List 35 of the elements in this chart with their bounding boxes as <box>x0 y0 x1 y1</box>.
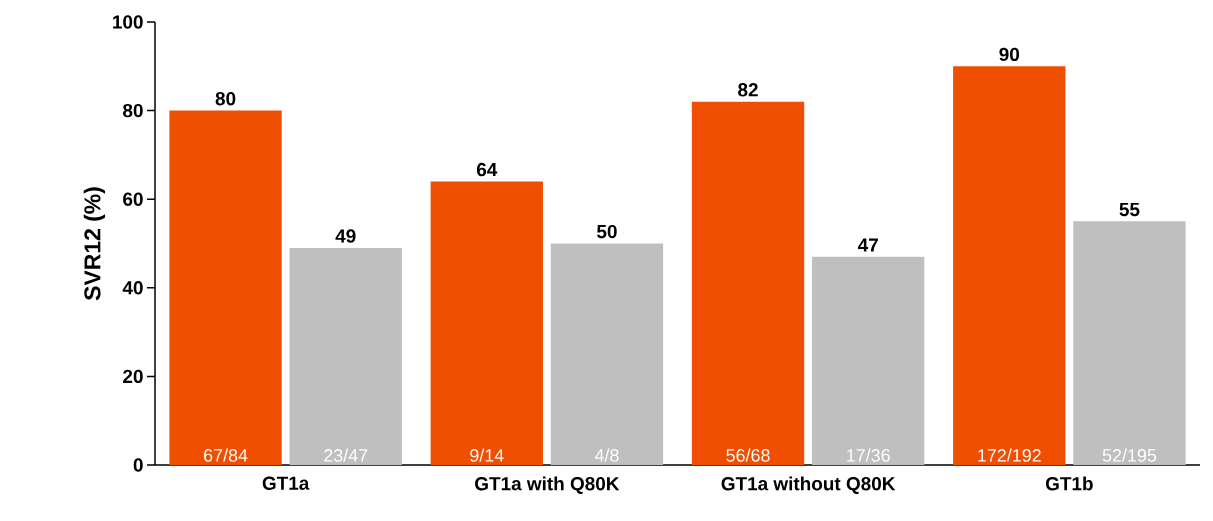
x-tick-label: GT1b <box>1045 476 1093 491</box>
data-label: 80 <box>215 91 236 106</box>
y-tick-label: 40 <box>122 281 143 295</box>
data-label: 55 <box>1119 202 1140 217</box>
annotation: 17/36 <box>847 448 890 462</box>
y-axis-title: SVR12 (%) <box>83 187 106 301</box>
y-tick-label: 80 <box>123 103 143 118</box>
bar <box>691 101 805 465</box>
data-label: 82 <box>738 83 758 97</box>
y-tick-label: 60 <box>123 192 143 206</box>
annotation: 52/195 <box>1102 448 1157 462</box>
x-tick-label: GT1a with Q80K <box>475 476 620 494</box>
bar <box>289 247 402 465</box>
bar <box>953 66 1066 465</box>
y-tick-label: 0 <box>133 458 143 472</box>
annotation: 56/68 <box>726 448 770 462</box>
data-label: 49 <box>335 229 356 243</box>
x-tick-label: GT1a without Q80K <box>721 476 896 494</box>
data-label: 90 <box>999 47 1020 62</box>
bar <box>1073 221 1186 465</box>
annotation: 23/47 <box>324 448 368 462</box>
y-tick-label: 100 <box>113 15 143 29</box>
bar <box>550 243 664 465</box>
data-label: 50 <box>597 224 617 239</box>
data-label: 47 <box>857 238 878 252</box>
annotation: 4/8 <box>594 448 619 462</box>
bar <box>812 256 925 465</box>
bar <box>430 181 543 465</box>
annotation: 172/192 <box>978 448 1041 462</box>
annotation: 9/14 <box>470 448 504 462</box>
bar <box>169 110 282 465</box>
y-tick-label: 20 <box>123 369 143 384</box>
data-label: 64 <box>476 162 498 177</box>
x-tick-label: GT1a <box>262 476 310 490</box>
annotation: 67/84 <box>204 448 248 462</box>
